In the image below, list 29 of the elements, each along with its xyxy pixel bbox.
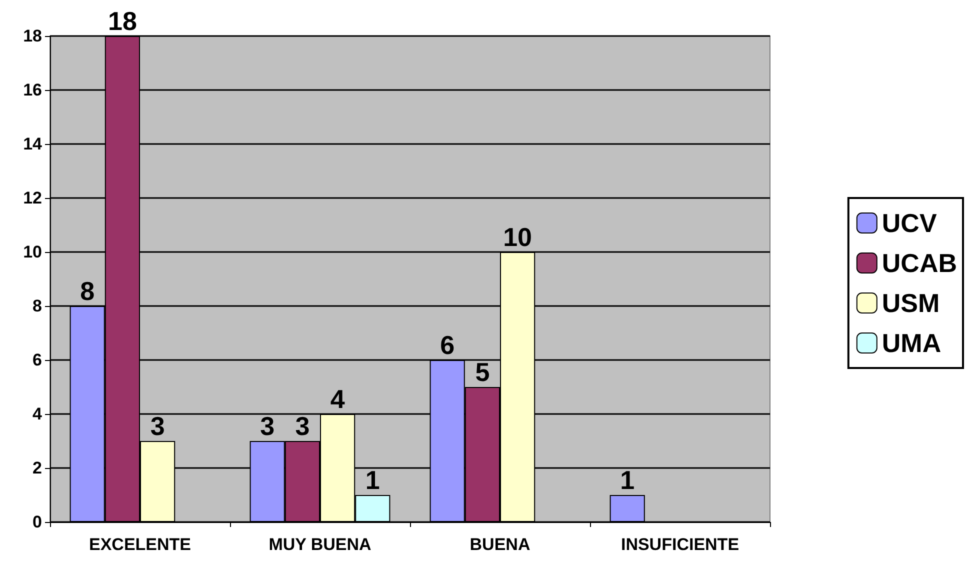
x-tick-label: BUENA: [470, 535, 530, 554]
y-tick-label: 14: [23, 134, 43, 154]
data-label: 4: [330, 384, 346, 414]
data-label: 18: [108, 6, 137, 36]
data-label: 3: [260, 411, 275, 441]
y-tick-label: 16: [23, 80, 42, 100]
legend-label: UCV: [882, 208, 938, 238]
y-tick-label: 8: [32, 296, 42, 316]
data-label: 10: [503, 222, 532, 252]
data-label: 6: [440, 330, 455, 360]
y-tick-label: 0: [32, 512, 42, 532]
y-tick-label: 18: [23, 26, 42, 46]
data-label: 1: [620, 465, 635, 495]
y-tick-label: 2: [32, 458, 42, 478]
y-tick-label: 4: [32, 404, 43, 424]
data-label: 3: [295, 411, 310, 441]
y-tick-label: 10: [23, 242, 42, 262]
data-label: 8: [80, 276, 95, 306]
data-label: 5: [475, 357, 490, 387]
x-tick-label: EXCELENTE: [88, 535, 192, 554]
y-tick-label: 12: [23, 188, 42, 208]
data-label: 3: [150, 411, 165, 441]
x-tick-label: MUY BUENA: [268, 535, 372, 554]
legend-label: UMA: [882, 328, 942, 358]
legend-label: UCAB: [882, 248, 958, 278]
y-tick-label: 6: [32, 350, 42, 370]
legend-label: USM: [882, 288, 940, 318]
x-tick-label: INSUFICIENTE: [620, 535, 740, 554]
data-label: 1: [365, 465, 380, 495]
